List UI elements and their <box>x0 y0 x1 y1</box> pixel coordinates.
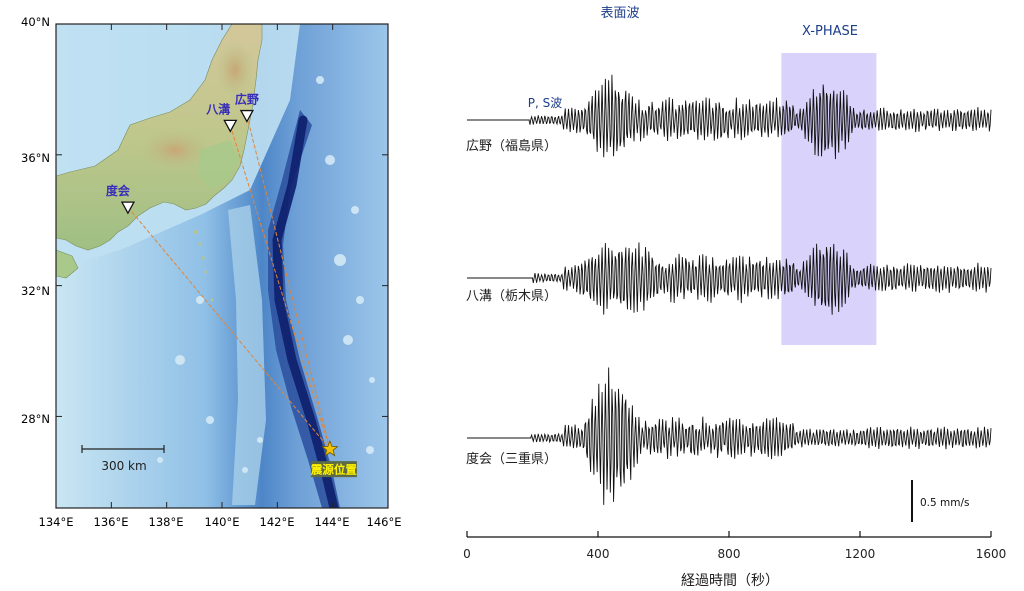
station-triangle-icon <box>223 119 238 133</box>
x-axis-title: 経過時間（秒） <box>681 573 779 589</box>
x-tick-label: 0 <box>463 547 471 561</box>
lon-label: 134°E <box>39 515 74 529</box>
ps-wave-label: P, S波 <box>528 96 562 110</box>
epicenter-star-icon <box>321 439 339 457</box>
lon-label: 146°E <box>367 515 402 529</box>
lon-label: 140°E <box>205 515 240 529</box>
lon-label: 142°E <box>260 515 295 529</box>
x-phase-label: X-PHASE <box>802 24 858 39</box>
lon-label: 136°E <box>94 515 129 529</box>
x-tick-label: 1600 <box>976 547 1007 561</box>
station-triangle-icon <box>120 201 136 215</box>
lat-label: 28°N <box>21 412 50 426</box>
lon-label: 144°E <box>315 515 350 529</box>
trace-label-watarai: 度会（三重県） <box>466 451 557 467</box>
scale-bar-label: 300 km <box>101 459 146 473</box>
scale-bar: 300 km <box>81 445 165 473</box>
epicenter-label: 震源位置 <box>310 463 357 477</box>
time-axis: 0 400 800 1200 1600 経過時間（秒） <box>463 531 1006 589</box>
trace-label-yamizo: 八溝（栃木県） <box>466 289 557 304</box>
amplitude-scale-label: 0.5 mm/s <box>920 497 970 509</box>
x-tick-label: 800 <box>718 547 741 561</box>
surface-wave-label: 表面波 <box>600 6 639 21</box>
waveform-traces <box>467 74 992 505</box>
latitude-labels: 40°N 36°N 32°N 28°N <box>21 15 50 426</box>
ray-path-line <box>127 206 331 450</box>
shikoku-landmass <box>56 249 79 279</box>
x-axis-ticks: 0 400 800 1200 1600 <box>463 531 1006 561</box>
izu-bonin-ridge <box>228 205 266 505</box>
waveform-line <box>467 242 992 315</box>
central-mountains <box>137 128 213 172</box>
seamounts <box>157 76 375 473</box>
trace-label-hirono: 広野（福島県） <box>466 139 557 154</box>
station-label: 度会 <box>106 183 131 198</box>
izu-islands <box>194 230 214 302</box>
station-label: 広野 <box>235 92 259 107</box>
ray-paths <box>127 115 331 450</box>
epicenter-label-background <box>310 461 357 478</box>
map-frame <box>55 23 389 509</box>
station-label: 八溝 <box>205 101 230 116</box>
amplitude-scale: 0.5 mm/s <box>911 480 970 522</box>
waveform-line <box>467 74 992 160</box>
seismogram-panel: 表面波 X-PHASE P, S波 広野（福島県） 八溝（栃木県） 度会（三重県… <box>463 6 1006 589</box>
tohoku-mountains <box>215 40 255 100</box>
lat-label: 40°N <box>21 15 50 29</box>
x-tick-label: 1200 <box>845 547 876 561</box>
x-tick-label: 400 <box>587 547 610 561</box>
lat-label: 36°N <box>21 151 50 165</box>
lat-label: 32°N <box>21 284 50 298</box>
lon-label: 138°E <box>149 515 184 529</box>
epicenter-marker: 震源位置 <box>310 439 357 478</box>
station-triangle-icon <box>239 109 254 123</box>
longitude-labels: 134°E 136°E 138°E 140°E 142°E 144°E 146°… <box>39 515 402 529</box>
waveform-line <box>467 367 992 505</box>
ray-path-line <box>229 125 331 450</box>
ray-path-line <box>246 115 331 450</box>
kanto-plain <box>198 140 240 190</box>
